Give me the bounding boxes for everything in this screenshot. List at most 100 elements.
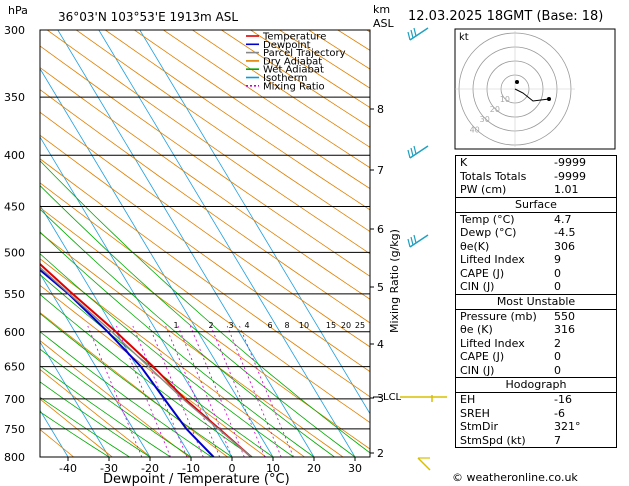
table-row: Temp (°C) 4.7 (456, 213, 616, 227)
legend-label: Mixing Ratio (263, 81, 325, 92)
km-tick-label: 7 (377, 164, 384, 177)
mixing-ratio-label: 20 (341, 321, 351, 330)
row-label: Lifted Index (460, 336, 525, 350)
plot-frame (39, 29, 371, 458)
wind-barb-flag (407, 238, 411, 248)
hodograph-rows: EH -16 SREH -6 StmDir 321° StmSpd (kt) 7 (456, 393, 616, 447)
isotherm-line (98, 30, 356, 457)
wind-barb-flag (413, 27, 417, 37)
dry-adiabat-line (163, 30, 370, 169)
row-value: 4.7 (554, 212, 572, 226)
table-row: θe(K) 306 (456, 240, 616, 254)
wet-adiabat-line (40, 396, 130, 457)
hodograph-kt-label: kt (459, 32, 469, 43)
pressure-tick-labels: 300 350 400 450 500 550 600 650 700 750 800 (4, 24, 25, 464)
row-label: θe(K) (460, 239, 490, 253)
dry-adiabat-line (40, 45, 370, 277)
mixing-ratio-line (165, 325, 221, 457)
wet-adiabat-line (40, 331, 212, 457)
pressure-tick-label: 700 (4, 393, 25, 406)
row-value: 9 (554, 253, 561, 266)
row-value: 0 (554, 266, 561, 280)
pressure-grid (40, 29, 370, 458)
hodograph-ring-label: 40 (470, 125, 480, 134)
hodograph-title: Hodograph (456, 378, 616, 393)
dry-adiabat-line (134, 30, 370, 190)
mixing-ratio-label: 1 (173, 321, 178, 330)
isotherm-line (57, 30, 315, 457)
temperature-tick-label: 20 (307, 462, 321, 475)
dry-adiabat-line (105, 30, 370, 211)
wind-barb (409, 27, 429, 41)
table-row: CAPE (J) 0 (456, 267, 616, 281)
row-value: 0 (554, 350, 561, 363)
table-row: θe (K) 316 (456, 323, 616, 337)
row-label: StmDir (460, 420, 499, 433)
row-label: CAPE (J) (460, 266, 505, 280)
sounding-series (40, 262, 252, 457)
mixing-ratio-label: 8 (284, 321, 289, 330)
row-value: 0 (554, 363, 561, 377)
mixing-ratio-labels: 1 2 3 4 6 8 10 15 20 25 (173, 321, 365, 330)
legend-label: Dry Adiabat (263, 56, 322, 67)
index-row-k: K -9999 (460, 156, 586, 169)
wet-adiabat-line (40, 293, 253, 457)
km-tick-label: 6 (377, 223, 384, 236)
indices-panel: K -9999 Totals Totals -9999 PW (cm) 1.01 Su… (455, 155, 617, 448)
temperature-tick-label: 0 (229, 462, 236, 475)
pressure-tick-label: 750 (4, 423, 25, 436)
row-value: -16 (554, 393, 572, 406)
mixing-ratio-line (177, 325, 233, 457)
temperature-tick-label: 30 (348, 462, 362, 475)
row-label: Temp (°C) (460, 212, 515, 226)
wet-adiabat-line (40, 348, 192, 457)
row-value: 550 (554, 309, 575, 323)
wet-adiabat-line (40, 312, 233, 457)
wind-barb (409, 234, 429, 248)
table-row: Lifted Index 9 (456, 253, 616, 267)
dry-adiabat-line (46, 30, 370, 255)
wet-adiabat-line (40, 381, 151, 457)
surface-block: Surface Temp (°C) 4.7 Dewp (°C) -4.5 θe(K) 30… (456, 196, 616, 294)
mixing-ratio-line (87, 325, 143, 457)
legend-label: Wet Adiabat (263, 65, 324, 76)
mixing-ratio-label: 15 (326, 321, 336, 330)
row-label: Pressure (mb) (460, 309, 537, 323)
temperature-tick-label: -20 (141, 462, 159, 475)
wind-barb (409, 145, 429, 159)
series-line (40, 266, 252, 457)
dry-adiabat-line (40, 368, 151, 457)
isotherm-line (40, 272, 151, 457)
wet-adiabat-line (40, 231, 315, 457)
pressure-tick-label: 650 (4, 361, 25, 374)
temperature-tick-labels: -40 -30 -20 -10 0 10 20 30 (59, 457, 362, 475)
mixing-ratio-line (239, 325, 294, 457)
wind-barb-flag (410, 236, 414, 246)
row-value: -6 (554, 406, 565, 420)
row-value: 306 (554, 239, 575, 253)
pressure-tick-label: 350 (4, 91, 25, 104)
km-tick-label: 4 (377, 338, 384, 351)
row-value: 0 (554, 280, 561, 293)
row-label: CAPE (J) (460, 350, 505, 363)
table-row: Pressure (mb) 550 (456, 310, 616, 324)
table-row: EH -16 (456, 393, 616, 407)
wind-barb-flag (410, 29, 414, 39)
dry-adiabat-line (40, 340, 190, 457)
row-label: EH (460, 393, 476, 406)
legend-label: Temperature (262, 32, 326, 43)
temperature-tick-label: -30 (100, 462, 118, 475)
wind-barb-flag (407, 149, 411, 159)
mixing-ratio-line (226, 325, 282, 457)
pressure-tick-label: 400 (4, 149, 25, 162)
table-row: CIN (J) 0 (456, 280, 616, 294)
mixing-ratio-axis-label: Mixing Ratio (g/kg) (388, 229, 401, 333)
datetime-label: 12.03.2025 18GMT (Base: 18) (408, 9, 603, 24)
hodograph-block: Hodograph EH -16 SREH -6 StmDir 321° StmSpd (k… (456, 377, 616, 447)
hodograph-ring-label: 20 (490, 105, 500, 114)
index-row-tt: Totals Totals -9999 (460, 169, 586, 183)
wind-barb (417, 457, 431, 471)
table-row: StmDir 321° (456, 420, 616, 434)
mixing-ratio-label: 6 (267, 321, 272, 330)
